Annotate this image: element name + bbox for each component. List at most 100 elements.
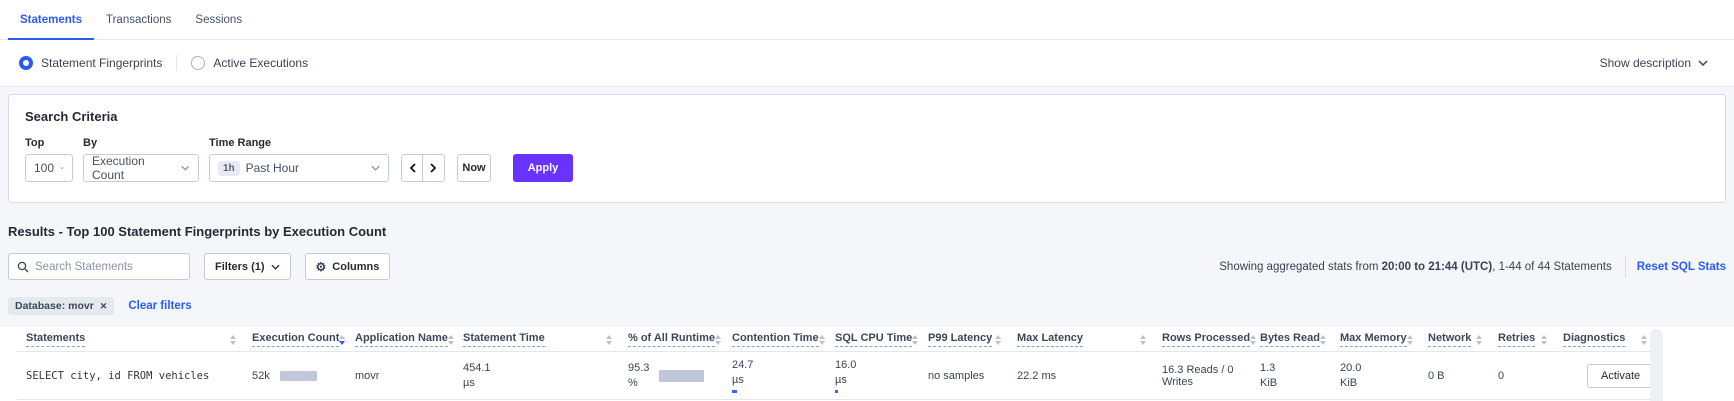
execution-count-bar [279, 370, 317, 381]
sort-carets-icon [1406, 334, 1413, 345]
database-filter-tag[interactable]: Database: movr ✕ [8, 297, 115, 315]
show-description-toggle[interactable]: Show description [1600, 56, 1708, 70]
filters-button-label: Filters (1) [215, 260, 265, 273]
sql-cpu-mini-bar [835, 390, 838, 393]
tab-transactions[interactable]: Transactions [106, 13, 172, 26]
max-memory-cell: 20.0 KiB [1340, 361, 1428, 391]
top-select[interactable]: 100 [25, 154, 73, 182]
previous-time-window-button[interactable] [401, 154, 423, 182]
execution-count-value: 52k [252, 369, 270, 382]
time-range-label: Time Range [209, 137, 272, 149]
sort-carets-icon [1250, 334, 1257, 345]
contention-time-cell: 24.7 µs [732, 358, 835, 393]
sort-carets-icon [912, 334, 919, 345]
column-header-contention-time[interactable]: Contention Time [732, 332, 835, 347]
divider [1624, 255, 1626, 278]
top-select-value: 100 [34, 161, 55, 175]
application-name-cell: movr [355, 369, 380, 382]
chevron-down-icon [1698, 60, 1708, 66]
aggregated-stats-text: Showing aggregated stats from 20:00 to 2… [1219, 261, 1611, 273]
contention-time-value: 24.7 [732, 359, 754, 371]
sql-cpu-time-cell: 16.0 µs [835, 358, 928, 393]
search-criteria-panel: Search Criteria Top 100 By Execution Cou… [8, 94, 1726, 203]
table-header-row: Statements Execution Count Application N… [17, 332, 1663, 352]
filters-button[interactable]: Filters (1) [204, 253, 291, 280]
statements-table-section: Statements Execution Count Application N… [0, 327, 1734, 401]
chevron-left-icon [409, 163, 416, 173]
pct-runtime-cell: 95.3 % [628, 361, 732, 391]
tab-statements[interactable]: Statements [8, 0, 94, 40]
column-header-execution-count[interactable]: Execution Count [252, 332, 355, 347]
column-header-statements[interactable]: Statements [17, 332, 252, 347]
time-range-value: Past Hour [245, 161, 300, 175]
sort-carets-icon [1641, 334, 1647, 345]
execution-count-cell: 52k [252, 370, 355, 382]
network-cell: 0 B [1428, 369, 1445, 382]
stats-area: Showing aggregated stats from 20:00 to 2… [1219, 255, 1726, 278]
column-header-pct-runtime[interactable]: % of All Runtime [628, 332, 732, 347]
statement-time-value: 454.1 [463, 361, 491, 374]
results-heading: Results - Top 100 Statement Fingerprints… [8, 224, 387, 239]
by-select[interactable]: Execution Count [83, 154, 199, 182]
radio-label: Statement Fingerprints [41, 56, 163, 70]
stats-time-range: 20:00 to 21:44 (UTC) [1381, 260, 1493, 273]
search-statements-input[interactable] [35, 260, 181, 273]
bytes-read-value: 1.3 [1260, 361, 1276, 374]
results-controls-row: Filters (1) ⚙ Columns Showing aggregated… [8, 253, 1726, 280]
divider [176, 55, 178, 71]
column-header-statement-time[interactable]: Statement Time [463, 332, 628, 347]
max-memory-value: 20.0 [1340, 361, 1362, 374]
content-band: Search Criteria Top 100 By Execution Cou… [0, 87, 1734, 327]
sort-carets-icon [1476, 334, 1482, 345]
tab-sessions[interactable]: Sessions [195, 13, 243, 26]
column-header-max-latency[interactable]: Max Latency [1017, 332, 1162, 347]
p99-latency-cell: no samples [928, 369, 985, 382]
column-header-application-name[interactable]: Application Name [355, 332, 463, 347]
column-header-diagnostics[interactable]: Diagnostics [1563, 332, 1663, 347]
sql-cpu-unit: µs [835, 374, 847, 386]
stats-prefix: Showing aggregated stats from [1219, 260, 1382, 273]
column-header-sql-cpu-time[interactable]: SQL CPU Time [835, 332, 928, 347]
column-header-bytes-read[interactable]: Bytes Read [1260, 332, 1340, 347]
chevron-down-icon [60, 166, 64, 170]
chevron-down-icon [270, 264, 280, 270]
activate-diagnostics-button[interactable]: Activate [1587, 363, 1655, 388]
radio-statement-fingerprints[interactable]: Statement Fingerprints [19, 56, 162, 70]
radio-label: Active Executions [213, 56, 309, 70]
statement-cell[interactable]: SELECT city, id FROM vehicles [26, 369, 210, 382]
reset-sql-stats-link[interactable]: Reset SQL Stats [1636, 260, 1726, 273]
view-toggle-group: Statement Fingerprints Active Executions [19, 55, 308, 71]
statement-time-cell: 454.1 µs [463, 361, 628, 391]
rows-processed-cell: 16.3 Reads / 0 Writes [1162, 363, 1234, 388]
statements-table: Statements Execution Count Application N… [17, 332, 1663, 400]
clear-filters-link[interactable]: Clear filters [128, 300, 192, 312]
sql-cpu-value: 16.0 [835, 359, 857, 371]
top-label: Top [25, 137, 45, 149]
table-scrollbar[interactable] [1650, 329, 1663, 401]
by-label: By [83, 137, 98, 149]
chevron-right-icon [430, 163, 437, 173]
column-header-rows-processed[interactable]: Rows Processed [1162, 332, 1260, 347]
now-button[interactable]: Now [457, 154, 491, 182]
radio-selected-icon [19, 56, 33, 70]
column-header-max-memory[interactable]: Max Memory [1340, 332, 1428, 347]
radio-active-executions[interactable]: Active Executions [191, 56, 308, 70]
sort-carets-icon [339, 334, 346, 345]
columns-button[interactable]: ⚙ Columns [304, 253, 391, 280]
sort-carets-icon [1541, 334, 1547, 345]
sql-activity-tab-bar: Statements Transactions Sessions [0, 0, 1734, 40]
time-range-select[interactable]: 1h Past Hour [209, 154, 389, 182]
table-row: SELECT city, id FROM vehicles 52k movr 4… [17, 352, 1663, 400]
column-header-retries[interactable]: Retries [1498, 332, 1563, 347]
column-header-p99-latency[interactable]: P99 Latency [928, 332, 1017, 347]
column-header-network[interactable]: Network [1428, 332, 1498, 347]
next-time-window-button[interactable] [423, 154, 445, 182]
max-memory-unit: KiB [1340, 376, 1358, 389]
show-description-label: Show description [1599, 56, 1691, 70]
bytes-read-unit: KiB [1260, 376, 1278, 389]
sort-carets-icon [818, 334, 825, 345]
statement-time-unit: µs [463, 376, 475, 389]
apply-button[interactable]: Apply [513, 154, 573, 182]
close-icon[interactable]: ✕ [99, 300, 108, 311]
pct-runtime-value: 95.3 [628, 361, 650, 374]
